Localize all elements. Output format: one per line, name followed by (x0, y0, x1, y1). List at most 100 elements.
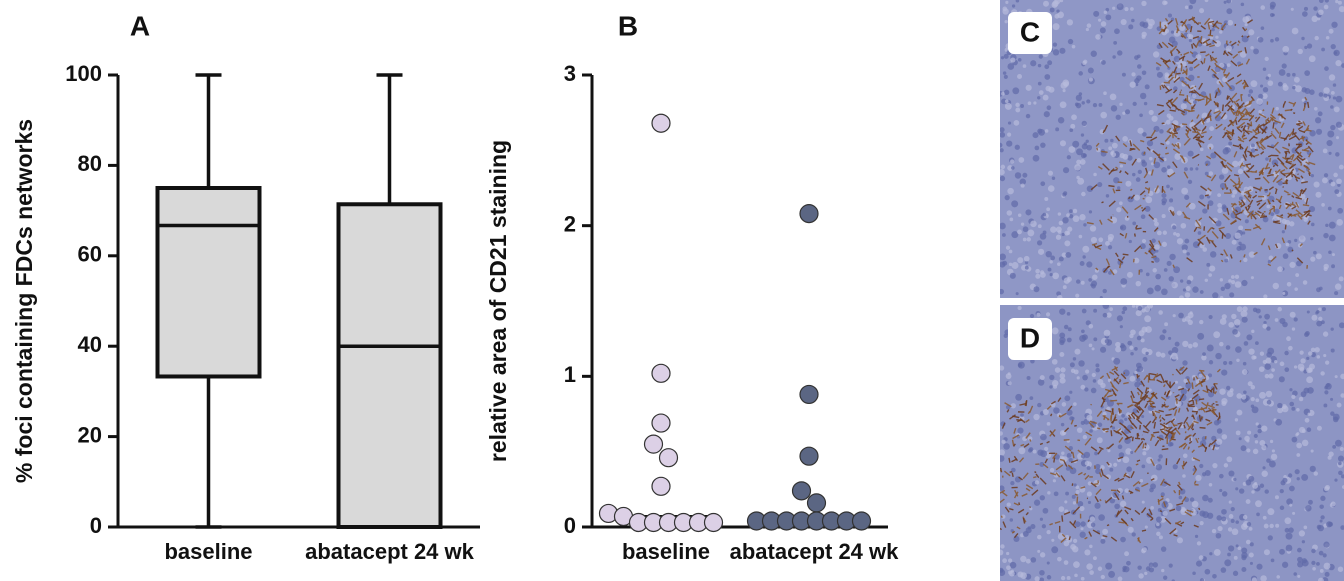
cell (1302, 280, 1308, 285)
cell (1105, 562, 1113, 570)
cell (1017, 257, 1024, 264)
cell (1224, 559, 1232, 567)
stain (1186, 128, 1190, 135)
stain (1144, 187, 1150, 191)
cell (1306, 310, 1310, 314)
stain (1217, 87, 1221, 93)
stain (1204, 40, 1209, 45)
cell (1034, 145, 1040, 151)
cell (1293, 572, 1297, 576)
stain (1003, 470, 1011, 477)
stain (1290, 108, 1293, 112)
stain (1280, 171, 1286, 177)
stain (1195, 375, 1199, 380)
cell (1299, 366, 1305, 372)
stain (1192, 132, 1200, 140)
stain (1241, 131, 1246, 139)
cell (1000, 455, 1005, 462)
cell (1332, 83, 1337, 87)
stain (1198, 217, 1203, 222)
stain (1193, 89, 1201, 97)
cell (1208, 391, 1215, 398)
cell (1051, 538, 1055, 542)
cell (1128, 24, 1134, 30)
cell (1064, 240, 1071, 247)
cell (1030, 557, 1037, 563)
stain (1234, 209, 1239, 213)
cell (1112, 6, 1116, 10)
stain (1168, 74, 1173, 78)
cell (1331, 253, 1335, 257)
cell (1315, 128, 1323, 135)
cell (1228, 500, 1232, 504)
cell (1264, 313, 1270, 320)
cell (1099, 346, 1107, 353)
cell (1180, 506, 1186, 512)
cell (1049, 273, 1053, 277)
stain (1049, 522, 1054, 526)
cell (1061, 252, 1067, 258)
cell (1052, 380, 1059, 387)
stain (1159, 509, 1163, 513)
cell (1076, 427, 1083, 433)
stain (1153, 412, 1157, 420)
stain (1192, 389, 1200, 395)
cell (1251, 577, 1257, 581)
cell (1189, 497, 1195, 502)
stain (1006, 409, 1010, 413)
cell (1169, 198, 1174, 203)
stain (1119, 161, 1127, 165)
stain (1197, 200, 1206, 207)
cell (1224, 258, 1229, 263)
stain (1185, 202, 1191, 208)
stain (1295, 122, 1303, 125)
stain (1136, 387, 1144, 394)
stain (1132, 411, 1140, 420)
cell (1073, 402, 1077, 406)
stain (1101, 201, 1104, 204)
stain (1183, 416, 1189, 425)
stain (1172, 89, 1178, 94)
cell (1082, 153, 1087, 158)
stain (1233, 151, 1238, 158)
cell (1159, 129, 1164, 134)
cell (1104, 138, 1109, 143)
cell (1054, 13, 1060, 19)
stain (1049, 429, 1056, 437)
stain (1231, 41, 1237, 47)
stain (1000, 489, 1006, 494)
stain (1278, 195, 1283, 202)
cell (1102, 305, 1110, 309)
stain (1039, 477, 1047, 485)
stain (1139, 392, 1143, 399)
cell (1141, 238, 1147, 244)
stain (1211, 51, 1214, 54)
cell (1282, 291, 1286, 295)
cell (1044, 446, 1049, 452)
cell (1135, 177, 1141, 182)
stain (1135, 224, 1138, 229)
y-tick-label: 100 (65, 61, 102, 86)
stain (1241, 80, 1246, 85)
x-tick-label: abatacept 24 wk (305, 539, 475, 564)
cell (1098, 102, 1103, 107)
stain (1210, 57, 1218, 62)
stain (1109, 269, 1115, 276)
cell (1181, 244, 1188, 251)
cell (1003, 89, 1010, 96)
cell (1008, 262, 1013, 267)
cell (1117, 186, 1121, 190)
cell (1057, 117, 1065, 124)
stain (1226, 207, 1230, 215)
cell (1038, 90, 1044, 95)
stain (1013, 427, 1017, 434)
stain (1074, 493, 1078, 496)
cell (1266, 326, 1271, 331)
cell (1086, 414, 1093, 421)
stain (1163, 422, 1166, 425)
cell (1142, 547, 1147, 553)
cell (1166, 184, 1170, 189)
stain (1297, 214, 1303, 220)
stain (1104, 388, 1112, 392)
stain (1292, 173, 1297, 178)
